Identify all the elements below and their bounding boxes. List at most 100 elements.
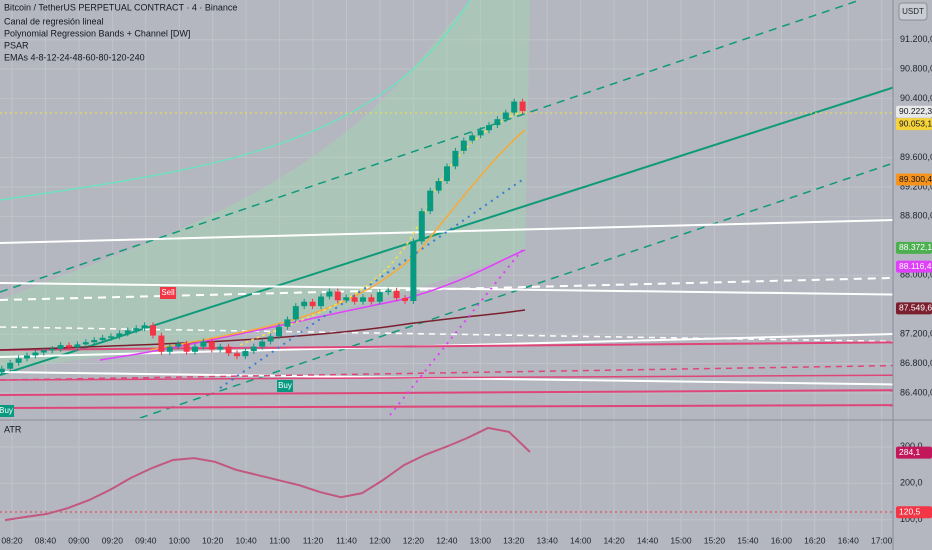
candle-body [108, 336, 114, 338]
candle-body [318, 296, 324, 307]
x-tick-label: 14:40 [637, 535, 659, 545]
y-tick-label: 100,0 [900, 514, 923, 524]
x-tick-label: 09:40 [135, 535, 157, 545]
price-tag-label: 88.372,1 [899, 242, 932, 252]
candle-body [57, 345, 64, 349]
candle-body [410, 241, 417, 301]
buy-marker [0, 405, 14, 417]
channel-upper [0, 0, 861, 293]
candle-body [74, 344, 81, 348]
y-tick-label: 89.200,0 [900, 181, 932, 191]
y-tick-label: 86.800,0 [900, 358, 932, 368]
candle-body [141, 325, 148, 329]
currency: USDT [902, 7, 924, 16]
candle-body [502, 112, 509, 120]
candle-body [368, 297, 375, 302]
candle-body [460, 140, 467, 151]
candle-body [175, 343, 182, 347]
candle-body [192, 346, 198, 352]
candle-body [259, 341, 266, 347]
price-tag [896, 446, 932, 459]
y-tick-label: 300,0 [900, 441, 923, 451]
candle-body [15, 358, 22, 363]
signal-label: Sell [161, 288, 175, 297]
candle-body [444, 166, 450, 182]
candle-body [452, 150, 459, 167]
y-tick-label: 91.200,0 [900, 34, 932, 44]
candle-body [66, 345, 72, 348]
x-tick-label: 16:00 [771, 535, 793, 545]
legend-item: EMAs 4-8-12-24-48-60-80-120-240 [4, 52, 145, 62]
candle-body [435, 181, 442, 191]
legend-title: Bitcoin / TetherUS PERPETUAL CONTRACT · … [4, 2, 237, 12]
candle-body [511, 101, 518, 113]
price-tag-label: 89.300,4 [899, 174, 932, 184]
x-tick-label: 13:20 [503, 535, 525, 545]
x-tick-label: 14:20 [603, 535, 625, 545]
x-tick-label: 13:40 [537, 535, 559, 545]
candle-body [0, 368, 5, 373]
candle-body [334, 291, 341, 301]
x-tick-label: 10:00 [169, 535, 191, 545]
legend: Bitcoin / TetherUS PERPETUAL CONTRACT · … [4, 2, 237, 434]
x-tick-label: 09:00 [68, 535, 90, 545]
price-tag [896, 118, 932, 131]
signal-label: Buy [0, 406, 13, 415]
regression-band [0, 0, 530, 370]
y-tick-label: 90.800,0 [900, 64, 932, 74]
price-tag-label: 120,5 [899, 507, 921, 517]
candle-body [326, 291, 333, 297]
candle-body [292, 306, 299, 320]
candle-body [284, 319, 291, 327]
psar [219, 177, 526, 389]
candle-body [351, 297, 358, 302]
x-tick-label: 13:00 [470, 535, 492, 545]
y-tick-label: 88.800,0 [900, 211, 932, 221]
price-tag [896, 260, 932, 273]
candle-body [309, 301, 316, 307]
x-tick-label: 14:00 [570, 535, 592, 545]
candle-body [267, 336, 274, 342]
candle-body [158, 335, 165, 352]
candle-body [116, 333, 123, 337]
x-tick-label: 15:20 [704, 535, 726, 545]
candle-body [250, 346, 257, 352]
price-tag [896, 105, 932, 118]
candle-body [402, 298, 408, 301]
x-tick-label: 12:40 [436, 535, 458, 545]
candle-body [393, 290, 400, 299]
candle-body [133, 328, 140, 331]
pink-line [0, 389, 893, 396]
candle-body [208, 341, 215, 350]
x-tick-label: 16:40 [838, 535, 860, 545]
y-tick-label: 86.400,0 [900, 387, 932, 397]
white-dashed-line [0, 276, 893, 301]
sell-marker [160, 287, 176, 299]
candle-body [200, 341, 207, 347]
candle-body [217, 346, 224, 350]
x-tick-label: 15:40 [737, 535, 759, 545]
x-tick-label: 09:20 [102, 535, 124, 545]
pink-dashed-line [0, 364, 893, 381]
currency-box[interactable] [898, 2, 928, 21]
pink-line [0, 404, 893, 409]
candle-body [166, 346, 173, 352]
legend-item: Polynomial Regression Bands + Channel [D… [4, 28, 190, 38]
y-tick-label: 88.000,0 [900, 270, 932, 280]
price-tag [896, 173, 932, 186]
candle-body [469, 135, 476, 141]
white-line [0, 371, 893, 386]
x-tick-label: 17:00 [871, 535, 893, 545]
atr-line [4, 426, 531, 522]
candle-body [276, 326, 282, 337]
price-tag-label: 284,1 [899, 447, 921, 457]
y-tick-label: 90.400,0 [900, 93, 932, 103]
price-tag [896, 241, 932, 254]
x-tick-label: 08:40 [35, 535, 57, 545]
y-tick-label: 200,0 [900, 478, 923, 488]
y-tick-label: 89.600,0 [900, 152, 932, 162]
candle-body [99, 337, 106, 340]
x-tick-label: 11:40 [336, 535, 357, 545]
candle-body [360, 297, 366, 302]
